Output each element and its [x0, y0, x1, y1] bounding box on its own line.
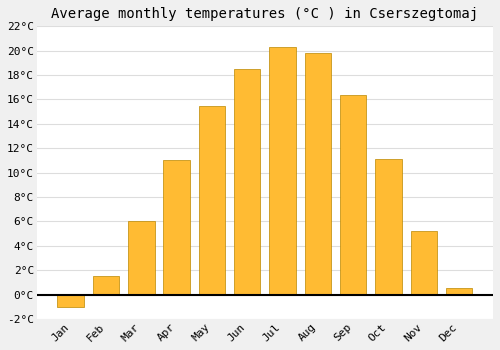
Bar: [375, 159, 402, 294]
Bar: [93, 276, 120, 294]
Bar: [198, 106, 225, 294]
Bar: [58, 294, 84, 307]
Bar: [340, 94, 366, 294]
Bar: [164, 160, 190, 294]
Bar: [270, 47, 296, 294]
Bar: [128, 221, 154, 294]
Bar: [410, 231, 437, 294]
Bar: [234, 69, 260, 294]
Title: Average monthly temperatures (°C ) in Cserszegtomaj: Average monthly temperatures (°C ) in Cs…: [52, 7, 478, 21]
Bar: [446, 288, 472, 294]
Bar: [304, 53, 331, 294]
